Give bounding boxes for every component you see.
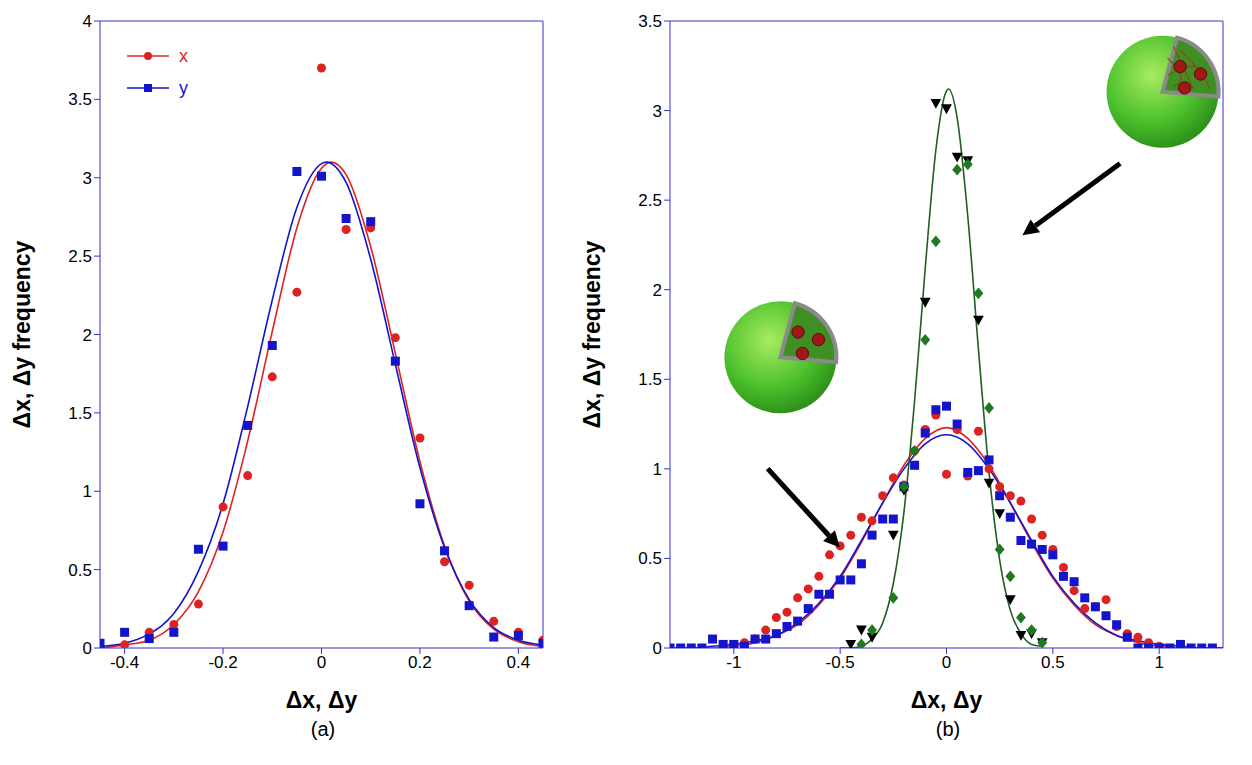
svg-text:1: 1 (653, 460, 662, 479)
svg-text:-1: -1 (726, 653, 741, 672)
html-text:(b): (b) (935, 718, 961, 740)
svg-text:Δx, Δy: Δx, Δy (911, 687, 983, 713)
svg-text:Δx, Δy: Δx, Δy (286, 687, 358, 713)
svg-text:1: 1 (83, 482, 92, 501)
html-text:(a): (a) (310, 718, 336, 740)
svg-text:0: 0 (653, 639, 662, 658)
svg-text:Δx, Δy frequency: Δx, Δy frequency (579, 240, 605, 428)
svg-text:-0.2: -0.2 (208, 653, 237, 672)
svg-text:1.5: 1.5 (68, 404, 92, 423)
svg-text:1: 1 (1154, 653, 1163, 672)
svg-text:0.5: 0.5 (1041, 653, 1065, 672)
svg-text:3.5: 3.5 (68, 90, 92, 109)
svg-text:0.5: 0.5 (68, 561, 92, 580)
svg-text:3: 3 (83, 169, 92, 188)
svg-text:4: 4 (83, 12, 92, 31)
svg-text:2.5: 2.5 (638, 191, 662, 210)
svg-text:2: 2 (653, 281, 662, 300)
svg-text:1.5: 1.5 (638, 370, 662, 389)
svg-text:3.5: 3.5 (638, 12, 662, 31)
svg-text:0.5: 0.5 (638, 549, 662, 568)
html-text:x: x (179, 45, 188, 66)
svg-text:0: 0 (942, 653, 951, 672)
svg-text:-0.4: -0.4 (110, 653, 139, 672)
svg-text:3: 3 (653, 102, 662, 121)
svg-text:0.4: 0.4 (507, 653, 531, 672)
svg-text:0.2: 0.2 (408, 653, 432, 672)
svg-text:-0.5: -0.5 (826, 653, 855, 672)
svg-text:0: 0 (317, 653, 326, 672)
svg-text:Δx, Δy frequency: Δx, Δy frequency (9, 240, 35, 428)
svg-text:0: 0 (83, 639, 92, 658)
svg-text:2: 2 (83, 326, 92, 345)
svg-text:2.5: 2.5 (68, 247, 92, 266)
html-text:y: y (179, 77, 188, 98)
